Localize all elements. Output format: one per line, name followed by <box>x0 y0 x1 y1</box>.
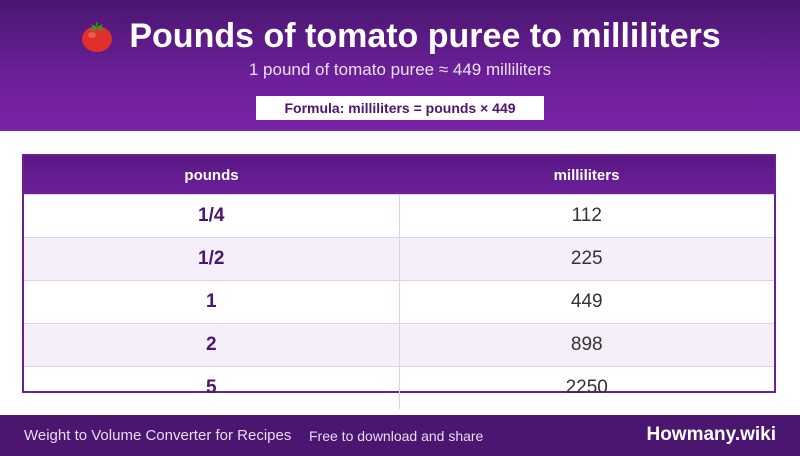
pounds-cell: 5 <box>24 366 400 409</box>
milliliters-cell: 898 <box>399 323 774 367</box>
pounds-cell: 1 <box>24 280 400 324</box>
milliliters-cell: 449 <box>399 280 774 324</box>
header-banner: Pounds of tomato puree to milliliters 1 … <box>0 0 800 131</box>
column-header-milliliters: milliliters <box>399 156 774 195</box>
milliliters-cell: 112 <box>399 194 774 238</box>
subtitle: 1 pound of tomato puree ≈ 449 milliliter… <box>248 60 552 79</box>
footer-bar: Weight to Volume Converter for Recipes F… <box>0 415 800 456</box>
pounds-cell: 1/4 <box>24 194 400 238</box>
footer-tagline: Free to download and share <box>309 428 484 444</box>
column-header-pounds: pounds <box>24 156 399 195</box>
tomato-icon <box>79 18 115 54</box>
conversion-table: pounds milliliters 1/4 112 1/2 225 1 449… <box>22 154 776 409</box>
table-row: 2 898 <box>24 323 774 367</box>
table-row: 1/4 112 <box>24 194 774 238</box>
table-header-row: pounds milliliters <box>24 156 774 195</box>
pounds-cell: 1/2 <box>24 237 400 281</box>
table-row: 1/2 225 <box>24 237 774 281</box>
milliliters-cell: 225 <box>399 237 774 281</box>
formula-box: Formula: milliliters = pounds × 449 <box>256 96 544 120</box>
milliliters-cell: 2250 <box>399 366 774 409</box>
title-text: Pounds of tomato puree to milliliters <box>129 16 721 55</box>
footer-app-name: Weight to Volume Converter for Recipes <box>24 427 292 444</box>
pounds-cell: 2 <box>24 323 400 367</box>
table-row: 1 449 <box>24 280 774 324</box>
table-row: 5 2250 <box>24 366 774 409</box>
brand-logo[interactable]: Howmany.wiki <box>646 424 776 445</box>
page-title: Pounds of tomato puree to milliliters <box>0 14 800 58</box>
